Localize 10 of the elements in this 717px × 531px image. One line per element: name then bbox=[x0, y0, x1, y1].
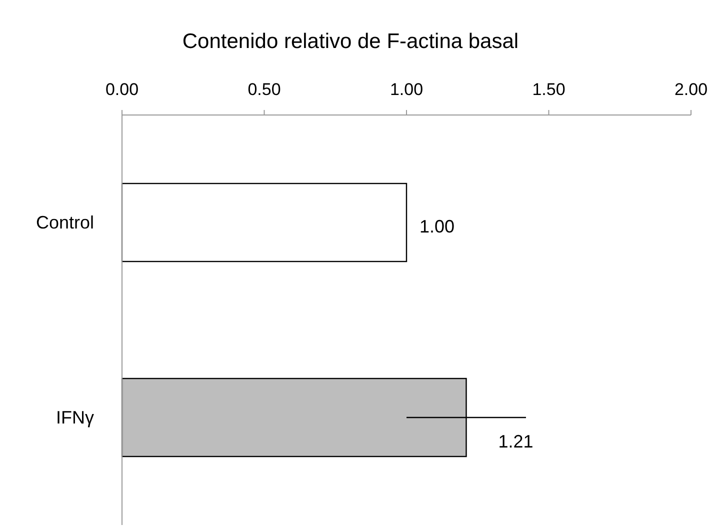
x-tick-label: 1.00 bbox=[390, 80, 424, 99]
x-tick-label: 0.50 bbox=[248, 80, 281, 99]
data-label: 1.00 bbox=[420, 216, 455, 236]
data-label: 1.21 bbox=[498, 432, 534, 452]
y-tick-label: IFNγ bbox=[56, 408, 94, 428]
y-tick-label: Control bbox=[36, 212, 94, 232]
chart-title: Contenido relativo de F-actina basal bbox=[182, 30, 519, 53]
x-tick-label: 2.00 bbox=[674, 80, 708, 99]
x-tick-label: 1.50 bbox=[532, 80, 566, 99]
x-tick-label: 0.00 bbox=[105, 80, 139, 99]
